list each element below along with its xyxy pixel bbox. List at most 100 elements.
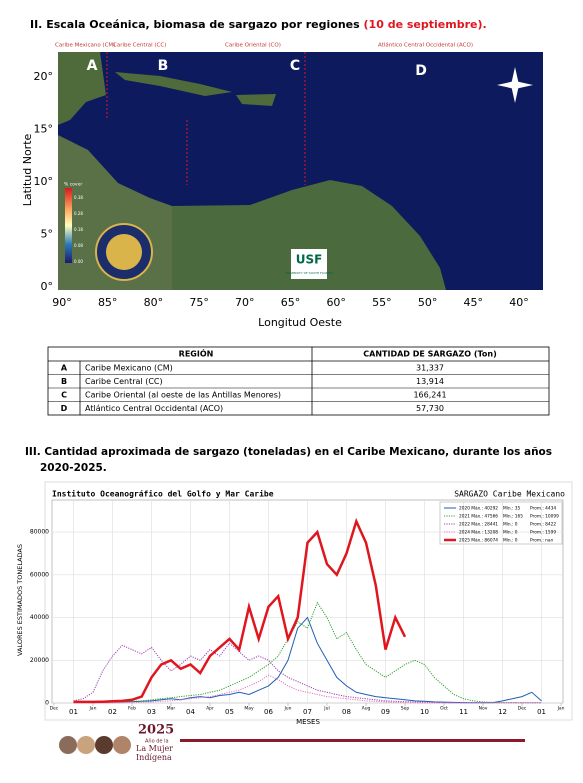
x-minor-label: Feb [128, 706, 136, 712]
x-tick-label: 08 [342, 708, 351, 716]
table-cell: 13,914 [416, 377, 444, 386]
legend-min: Mín.: 0 [503, 521, 518, 528]
lon-tick: 70° [235, 296, 255, 309]
footer-figure [95, 736, 113, 754]
lon-tick: 75° [189, 296, 209, 309]
map-ylabel: Latitud Norte [21, 133, 34, 206]
x-tick-label: 12 [498, 708, 507, 716]
lon-tick: 45° [464, 296, 484, 309]
lon-tick: 85° [98, 296, 118, 309]
x-tick-label: 06 [264, 708, 273, 716]
map-xlabel: Longitud Oeste [258, 316, 342, 329]
usf-sub: UNIVERSITY OF SOUTH FLORIDA [285, 271, 334, 275]
x-tick-label: 05 [225, 708, 234, 716]
section-title: II. Escala Oceánica, biomasa de sargazo … [30, 18, 487, 31]
y-tick-label: 40000 [30, 614, 49, 621]
legend-prom: Prom.: 8422 [530, 522, 556, 528]
land [115, 72, 232, 96]
lat-tick: 10° [34, 175, 54, 188]
table-cell: 57,730 [416, 404, 444, 413]
legend-prom: Prom.: 10099 [530, 514, 559, 520]
x-minor-label: Jul [323, 706, 329, 712]
footer-line: Año de la [145, 739, 169, 745]
x-axis-label: MESES [296, 718, 320, 726]
x-tick-label: 07 [303, 708, 312, 716]
colorbar-tick: 0.18 [74, 227, 83, 232]
table-cell: 166,241 [413, 390, 446, 399]
region-letter: A [87, 58, 98, 74]
lat-tick: 20° [34, 70, 54, 83]
lon-tick: 90° [52, 296, 72, 309]
x-minor-label: Jan [88, 706, 96, 712]
table-cell: C [61, 390, 67, 399]
compass [497, 67, 533, 103]
colorbar-title: % cover [64, 182, 82, 188]
usf-text: USF [296, 253, 323, 267]
table-cell: 31,337 [416, 363, 444, 372]
series-line [73, 517, 407, 704]
region-label: Caribe Mexicano (CM) [55, 43, 115, 49]
chart-frame [44, 481, 573, 721]
colorbar [65, 188, 72, 263]
table-cell: Caribe Oriental (al oeste de las Antilla… [85, 390, 281, 399]
lon-tick: 65° [281, 296, 301, 309]
x-minor-label: Nov [479, 706, 488, 712]
footer-figure [113, 736, 131, 754]
table-cell: A [61, 363, 68, 372]
y-tick-label: 0 [45, 700, 49, 707]
x-minor-label: Jan [557, 706, 565, 712]
section-title: 2020-2025. [40, 462, 107, 474]
x-minor-label: Dec [50, 706, 59, 712]
footer-line: La Mujer [136, 744, 173, 753]
legend-prom: Prom.: nan [530, 538, 554, 544]
region-letter: C [290, 58, 300, 74]
table-cell: Caribe Central (CC) [85, 377, 163, 386]
legend-min: Mín.: 0 [503, 529, 518, 536]
x-tick-label: 10 [420, 708, 429, 716]
land [236, 94, 276, 106]
chart-subtitle: SARGAZO Caribe Mexicano [454, 490, 565, 499]
lon-tick: 50° [418, 296, 438, 309]
table-cell: Atlántico Central Occidental (ACO) [85, 404, 223, 413]
table-cell: B [61, 377, 67, 386]
colorbar-tick: 0.38 [74, 195, 83, 200]
chart-title: Instituto Oceanográfico del Golfo y Mar … [52, 489, 274, 499]
footer-year: 2025 [138, 723, 174, 738]
y-axis-label: VALORES ESTIMADOS TONELADAS [16, 544, 24, 656]
x-tick-label: 04 [186, 708, 195, 716]
legend-label: 2022 Máx.: 28441 [459, 521, 498, 528]
lat-tick: 5° [41, 228, 54, 241]
table-cell: D [61, 404, 68, 413]
x-minor-label: Mar [167, 706, 176, 712]
x-minor-label: Apr [206, 706, 214, 712]
colorbar-tick: 0.08 [74, 243, 83, 248]
lat-tick: 0° [41, 280, 54, 293]
lon-tick: 55° [372, 296, 392, 309]
legend-min: Mín.: 0 [503, 537, 518, 544]
x-tick-label: 03 [147, 708, 156, 716]
usf-logo [291, 249, 327, 279]
legend-label: 2025 Máx.: 86074 [459, 537, 498, 544]
region-letter: B [158, 58, 169, 74]
series-line [73, 601, 542, 704]
x-minor-label: Aug [362, 706, 371, 712]
lon-tick: 80° [144, 296, 164, 309]
table-cell: Caribe Mexicano (CM) [85, 363, 173, 372]
x-minor-label: May [244, 706, 254, 712]
footer-figure [59, 736, 77, 754]
region-label: Caribe Oriental (CO) [225, 43, 281, 49]
x-minor-label: Sep [401, 706, 410, 712]
colorbar-tick: 0.28 [74, 211, 83, 216]
y-tick-label: 60000 [30, 571, 49, 578]
y-tick-label: 20000 [30, 657, 49, 664]
footer-bar [180, 739, 525, 742]
table-header: REGIÓN [179, 348, 214, 359]
region-label: Atlántico Central Occidental (ACO) [378, 42, 473, 49]
legend-label: 2020 Máx.: 40292 [459, 505, 498, 512]
y-tick-label: 80000 [30, 529, 49, 536]
title-date: (10 de septiembre). [364, 18, 487, 31]
x-tick-label: 01 [69, 708, 78, 716]
lon-tick: 60° [326, 296, 346, 309]
footer-figure [77, 736, 95, 754]
